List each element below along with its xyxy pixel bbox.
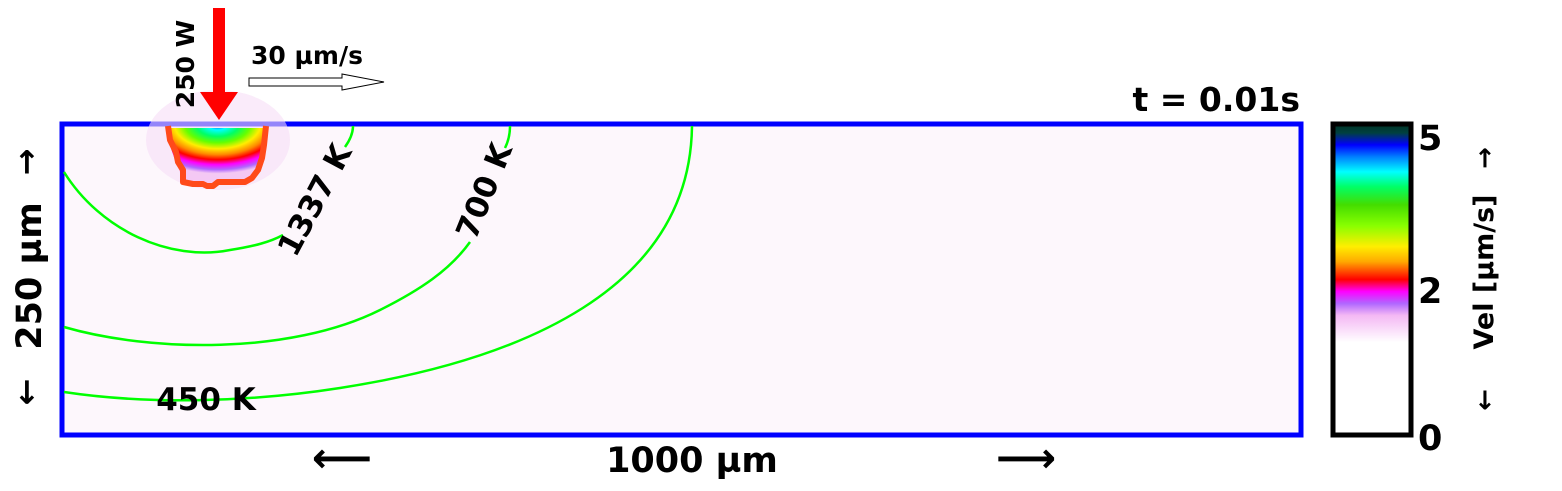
height-arrow-up: → xyxy=(7,149,45,176)
laser-power-label: 250 W xyxy=(171,20,200,108)
velocity-colorbar: 5 2 0 xyxy=(1330,119,1442,459)
colorbar-tick-5: 5 xyxy=(1418,119,1442,159)
isotherm-1337k-upper xyxy=(343,125,355,148)
colorbar-arrow-down: ← xyxy=(1470,389,1500,411)
melt-pool-outline xyxy=(165,125,269,189)
laser-arrow-shaft xyxy=(213,8,225,94)
colorbar-label: Vel [µm/s] xyxy=(1469,195,1500,350)
simulation-domain xyxy=(59,121,1304,438)
melt-pool xyxy=(146,90,290,190)
width-arrow-left: ⟵ xyxy=(312,433,372,482)
width-label: 1000 µm xyxy=(606,441,778,481)
laser-arrow-head xyxy=(200,92,238,120)
isotherm-700k xyxy=(63,241,472,347)
scan-direction-arrow xyxy=(248,73,385,91)
width-arrow-right: ⟶ xyxy=(996,433,1056,482)
colorbar-tick-2: 2 xyxy=(1418,272,1442,312)
height-arrow-down: ← xyxy=(7,379,45,406)
height-label: 250 µm xyxy=(10,202,50,349)
scan-speed-label: 30 µm/s xyxy=(251,41,363,70)
colorbar-arrow-up: → xyxy=(1470,147,1500,169)
isotherm-1337k xyxy=(62,171,284,254)
colorbar-tick-0: 0 xyxy=(1418,419,1442,459)
isotherm-contours xyxy=(62,125,694,402)
colorbar-frame xyxy=(1330,121,1414,438)
isotherm-450k xyxy=(63,125,694,402)
colorbar-gradient xyxy=(1333,124,1411,435)
time-label: t = 0.01s xyxy=(1133,80,1300,119)
isotherm-700k-upper xyxy=(503,125,512,149)
isotherm-label-450k: 450 K xyxy=(156,382,257,418)
laser-beam-arrow xyxy=(200,8,238,120)
